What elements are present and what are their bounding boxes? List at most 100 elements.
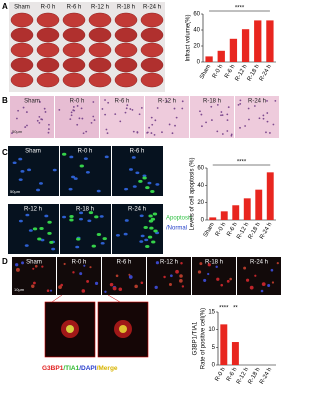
cell <box>70 111 73 114</box>
stain <box>203 278 207 282</box>
cell <box>265 131 267 134</box>
stain <box>115 274 119 278</box>
brain-slice <box>114 12 138 28</box>
normal-cell <box>18 178 23 181</box>
normal-cell <box>38 182 43 185</box>
image-label: Sham <box>25 149 41 155</box>
x-tick-label: R-6 h <box>224 64 237 80</box>
cell <box>76 105 79 107</box>
cell <box>174 124 176 127</box>
brain-slice <box>10 27 34 43</box>
y-tick-label: 0 <box>212 363 216 369</box>
y-tick-label: 0 <box>197 60 201 66</box>
y-axis-label: Rate of positive cell(%) <box>201 308 207 369</box>
brain-slice <box>36 57 60 73</box>
apoptotic-cell <box>145 244 150 248</box>
cell <box>124 111 127 114</box>
apoptotic-cell <box>47 231 52 235</box>
stain <box>178 278 183 283</box>
normal-cell <box>20 170 25 173</box>
normal-cell <box>124 219 129 222</box>
scale-label: 50μm <box>10 189 21 194</box>
cell <box>161 131 163 134</box>
cell <box>146 131 149 134</box>
inset-granule <box>119 325 127 333</box>
stain <box>33 281 36 285</box>
bar <box>220 211 228 220</box>
cell <box>93 119 96 121</box>
stain <box>207 263 211 267</box>
cell <box>248 118 250 121</box>
cell <box>80 107 83 110</box>
cell <box>154 119 157 122</box>
legend-label: /DAPI <box>79 365 97 372</box>
image-label: R-12 h <box>24 207 42 213</box>
cell <box>78 117 81 120</box>
bar <box>209 217 217 220</box>
cell <box>239 126 241 129</box>
image-label: R-24 h <box>250 260 268 266</box>
normal-cell <box>139 214 144 218</box>
stain <box>63 262 66 266</box>
cell <box>274 100 277 102</box>
bar <box>229 38 238 62</box>
normal-cell <box>144 238 149 242</box>
image-label: R-0 h <box>70 99 85 105</box>
normal-cell <box>83 157 88 160</box>
normal-cell <box>69 155 74 159</box>
y-tick-label: 10 <box>208 327 215 333</box>
normal-cell <box>139 240 144 243</box>
stain <box>118 287 123 292</box>
cell <box>58 108 61 111</box>
stain <box>109 282 114 287</box>
image-label: R-0 h <box>41 5 56 11</box>
image-label: R-12 h <box>158 99 176 105</box>
stain <box>49 289 53 292</box>
cell <box>266 120 269 123</box>
image-label: R-18 h <box>117 5 135 11</box>
normal-cell <box>25 213 30 217</box>
cell <box>47 131 50 134</box>
apoptotic-cell <box>32 227 38 231</box>
apoptotic-cell <box>91 244 96 248</box>
histology-image <box>55 96 99 138</box>
apoptotic-cell <box>152 212 158 216</box>
cell <box>106 132 109 135</box>
stain <box>261 282 266 286</box>
cell <box>90 121 93 124</box>
image-label: R-6 h <box>117 260 132 266</box>
apoptotic-cell <box>94 215 99 219</box>
apoptotic-cell <box>37 237 42 241</box>
stain <box>271 281 275 284</box>
normal-cell <box>140 234 145 238</box>
stain <box>180 262 183 265</box>
apoptotic-cell <box>150 217 156 221</box>
apoptotic-cell <box>102 237 107 241</box>
cell <box>101 108 104 110</box>
cell <box>92 115 95 118</box>
cell <box>150 116 153 119</box>
stain <box>216 277 220 281</box>
stain <box>181 285 185 288</box>
histology-image <box>10 96 54 138</box>
stain <box>86 279 90 283</box>
brain-slice <box>88 27 112 43</box>
normal-cell <box>124 187 129 191</box>
y-axis-label: Infract volume(%) <box>186 14 192 61</box>
stain <box>21 261 25 265</box>
normal-cell <box>52 168 57 172</box>
cell <box>227 106 230 109</box>
normal-cell <box>115 234 120 237</box>
brain-slice <box>36 27 60 43</box>
cell <box>38 115 41 118</box>
stain <box>60 283 64 287</box>
apoptotic-cell <box>148 214 153 218</box>
cell <box>221 114 224 117</box>
y-axis-label: G3BP1/TIA1 <box>193 321 199 355</box>
bar <box>232 205 240 220</box>
cell <box>41 118 44 121</box>
brain-slice <box>114 72 138 88</box>
normal-cell <box>87 219 92 223</box>
y-tick-label: 40 <box>197 183 204 189</box>
histology-image <box>235 96 279 138</box>
